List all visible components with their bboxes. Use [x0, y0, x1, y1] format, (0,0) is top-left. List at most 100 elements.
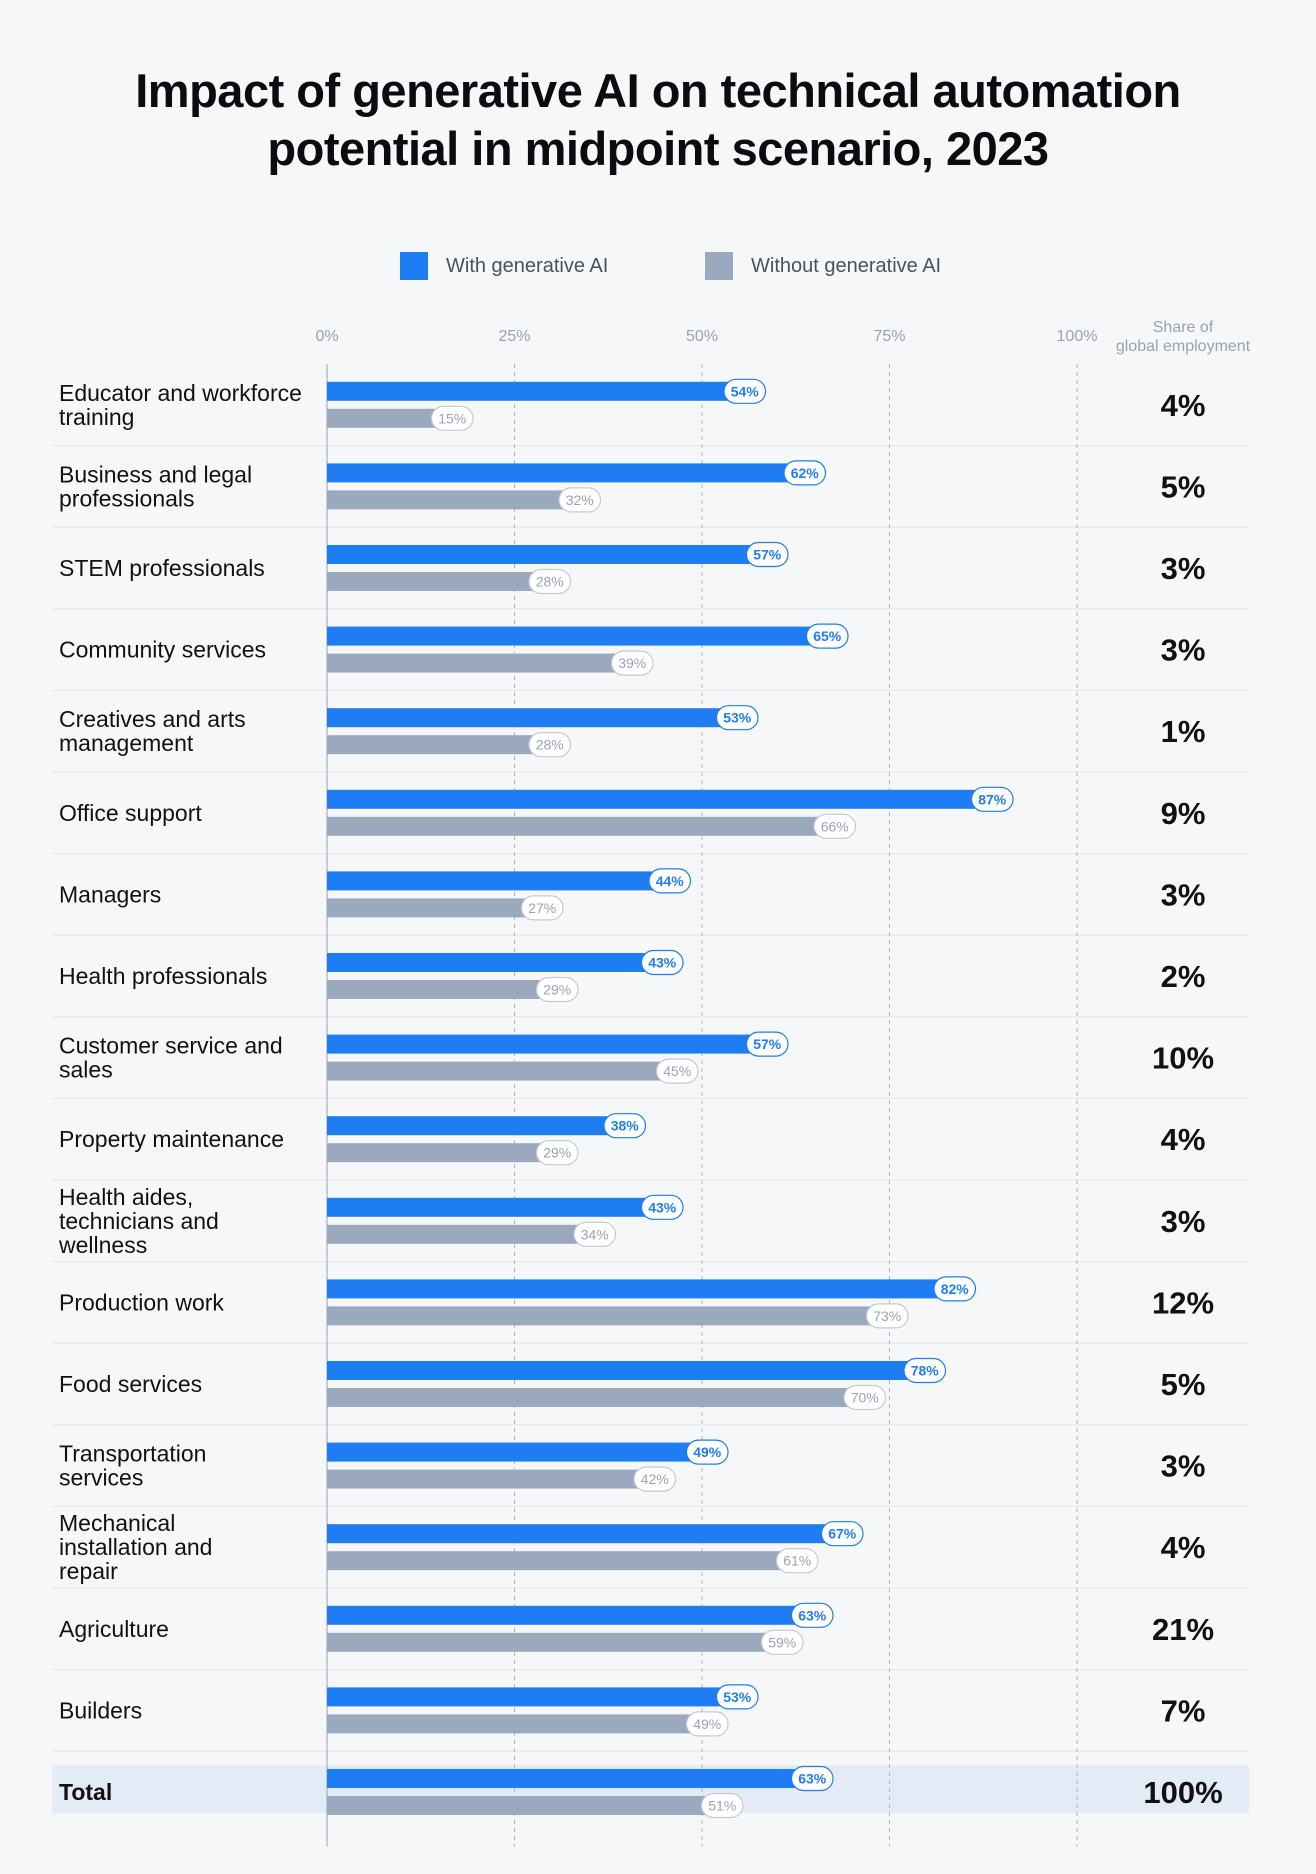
data-label-pill-without-ai — [775, 1548, 819, 1574]
category-label-transportation-services: Transportation services — [59, 1441, 206, 1491]
data-label-pill-without-ai — [528, 568, 572, 595]
data-label-pill-with-ai — [903, 1357, 947, 1384]
category-label-creatives-and-arts-management: Creatives and arts management — [59, 706, 246, 756]
bar-without-ai-customer-service-and-sales — [327, 1061, 665, 1081]
share-value-office-support: 9% — [1161, 796, 1206, 831]
data-label-pill-with-ai — [640, 1194, 684, 1220]
data-label-with-ai: 53% — [723, 710, 752, 726]
bar-without-ai-educator-and-workforce-training — [327, 408, 440, 428]
bar-without-ai-stem-professionals — [327, 572, 537, 591]
data-label-pill-with-ai — [790, 1765, 834, 1792]
data-label-without-ai: 70% — [851, 1390, 879, 1406]
category-label-community-services: Community services — [59, 637, 266, 663]
data-label-without-ai: 45% — [663, 1063, 691, 1079]
bar-without-ai-community-services — [327, 653, 620, 673]
category-label-customer-service-and-sales: Customer service and sales — [59, 1033, 283, 1083]
data-label-without-ai: 73% — [873, 1308, 901, 1324]
bar-with-ai-creatives-and-arts-management — [327, 708, 725, 728]
data-label-without-ai: 59% — [768, 1634, 796, 1650]
data-label-pill-with-ai — [603, 1113, 647, 1139]
bar-with-ai-total — [327, 1769, 800, 1788]
bar-without-ai-transportation-services — [327, 1469, 642, 1489]
x-tick-label: 0% — [315, 328, 338, 345]
data-label-without-ai: 42% — [641, 1471, 669, 1487]
bar-with-ai-community-services — [327, 626, 815, 646]
data-label-without-ai: 49% — [693, 1716, 721, 1732]
data-label-pill-with-ai — [745, 1031, 789, 1057]
x-tick-label: 50% — [686, 328, 718, 345]
data-label-with-ai: 57% — [753, 1036, 782, 1052]
bar-with-ai-health-professionals — [327, 953, 650, 972]
share-value-customer-service-and-sales: 10% — [1152, 1041, 1214, 1076]
data-label-with-ai: 44% — [656, 873, 685, 889]
category-label-health-aides-technicians-and-wellness: Health aides, technicians and wellness — [58, 1184, 219, 1258]
legend-item-with-ai: With generative AI — [400, 252, 608, 280]
data-label-pill-with-ai — [640, 949, 684, 976]
data-label-without-ai: 28% — [536, 574, 564, 590]
bar-without-ai-creatives-and-arts-management — [327, 735, 537, 755]
bar-with-ai-builders — [327, 1687, 725, 1707]
data-label-pill-with-ai — [648, 868, 692, 894]
chart-title-line-1: Impact of generative AI on technical aut… — [135, 64, 1181, 117]
category-label-production-work: Production work — [59, 1289, 224, 1315]
share-value-production-work: 12% — [1152, 1285, 1214, 1320]
data-label-pill-without-ai — [700, 1792, 744, 1819]
legend-label-with-ai: With generative AI — [446, 254, 609, 277]
bar-with-ai-customer-service-and-sales — [327, 1034, 755, 1054]
data-label-without-ai: 27% — [528, 900, 556, 916]
chart-title: Impact of generative AI on technical aut… — [0, 62, 1316, 178]
data-label-with-ai: 63% — [798, 1771, 827, 1787]
data-label-without-ai: 61% — [783, 1553, 811, 1569]
data-label-pill-without-ai — [520, 895, 564, 921]
share-value-food-services: 5% — [1161, 1367, 1206, 1402]
share-value-educator-and-workforce-training: 4% — [1161, 388, 1206, 423]
data-label-pill-with-ai — [970, 786, 1014, 812]
share-value-total: 100% — [1143, 1775, 1222, 1810]
bar-with-ai-production-work — [327, 1279, 942, 1299]
bar-with-ai-food-services — [327, 1361, 912, 1380]
x-tick-label: 100% — [1057, 328, 1098, 345]
bar-without-ai-food-services — [327, 1388, 852, 1407]
data-label-pill-with-ai — [685, 1439, 729, 1465]
category-label-stem-professionals: STEM professionals — [59, 555, 265, 581]
data-label-without-ai: 29% — [543, 982, 571, 998]
data-label-pill-with-ai — [783, 460, 827, 486]
share-value-community-services: 3% — [1161, 633, 1206, 668]
data-label-with-ai: 57% — [753, 547, 782, 563]
data-label-without-ai: 39% — [618, 655, 646, 671]
category-label-managers: Managers — [59, 881, 161, 907]
data-label-with-ai: 53% — [723, 1689, 752, 1705]
share-value-mechanical-installation-and-repair: 4% — [1161, 1530, 1206, 1565]
data-label-pill-without-ai — [558, 487, 602, 513]
bar-with-ai-health-aides-technicians-and-wellness — [327, 1197, 650, 1217]
category-label-office-support: Office support — [59, 800, 202, 826]
legend-swatch-without-ai — [705, 252, 733, 280]
data-label-without-ai: 32% — [566, 492, 594, 508]
bar-without-ai-business-and-legal-professionals — [327, 490, 567, 510]
data-label-pill-without-ai — [655, 1058, 699, 1084]
bar-without-ai-mechanical-installation-and-repair — [327, 1551, 785, 1571]
data-label-with-ai: 67% — [828, 1526, 857, 1542]
bar-with-ai-business-and-legal-professionals — [327, 463, 792, 483]
x-tick-label: 75% — [873, 328, 905, 345]
bar-with-ai-transportation-services — [327, 1442, 695, 1462]
data-label-with-ai: 78% — [911, 1363, 940, 1379]
data-label-pill-without-ai — [573, 1221, 617, 1247]
data-label-with-ai: 65% — [813, 628, 842, 644]
share-value-agriculture: 21% — [1152, 1612, 1214, 1647]
data-label-pill-with-ai — [715, 1684, 759, 1710]
legend-label-without-ai: Without generative AI — [751, 254, 942, 277]
bar-without-ai-health-aides-technicians-and-wellness — [327, 1224, 582, 1244]
data-label-without-ai: 34% — [581, 1226, 609, 1242]
data-label-pill-without-ai — [685, 1711, 729, 1737]
share-value-property-maintenance: 4% — [1161, 1122, 1206, 1157]
data-label-with-ai: 87% — [978, 791, 1007, 807]
category-label-builders: Builders — [59, 1697, 142, 1723]
bar-with-ai-stem-professionals — [327, 545, 755, 564]
category-label-educator-and-workforce-training: Educator and workforce training — [59, 380, 302, 430]
data-label-pill-with-ai — [933, 1276, 977, 1302]
share-value-managers: 3% — [1161, 877, 1206, 912]
share-value-health-aides-technicians-and-wellness: 3% — [1161, 1204, 1206, 1239]
share-column-header: Share of global employment — [1116, 319, 1251, 355]
data-label-without-ai: 66% — [821, 818, 849, 834]
